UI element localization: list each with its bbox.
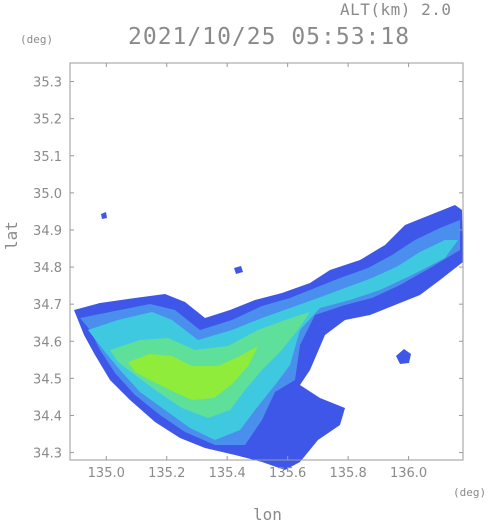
y-tick-label: 34.5 — [33, 372, 62, 387]
altitude-label: ALT(km) 2.0 — [340, 0, 452, 19]
x-tick-label: 135.8 — [330, 466, 367, 481]
x-tick-label: 135.0 — [88, 466, 125, 481]
echo-cell-mid — [234, 266, 243, 274]
echo-cell-east — [396, 349, 411, 364]
echo-high — [128, 346, 258, 400]
plot-frame — [69, 62, 464, 461]
y-tick-label: 34.6 — [33, 335, 62, 350]
y-tick-label: 34.7 — [33, 298, 62, 313]
x-axis-ticks: 135.0 135.2 135.4 135.6 135.8 136.0 — [88, 63, 427, 481]
x-tick-label: 135.2 — [148, 466, 185, 481]
lon-unit-label: (deg) — [453, 486, 487, 499]
y-axis-ticks: 35.3 35.2 35.1 35.0 34.9 34.8 34.7 34.6 34.5 34.4… — [33, 76, 463, 462]
y-tick-label: 35.1 — [33, 150, 62, 165]
x-tick-label: 135.4 — [209, 466, 246, 481]
x-axis-label: lon — [253, 505, 282, 524]
y-tick-label: 34.9 — [33, 224, 62, 239]
y-tick-label: 35.2 — [33, 113, 62, 128]
y-tick-label: 34.8 — [33, 261, 62, 276]
radar-echo-layer — [74, 205, 463, 470]
y-tick-label: 35.3 — [33, 76, 62, 91]
x-tick-label: 135.6 — [269, 466, 306, 481]
y-tick-label: 35.0 — [33, 187, 62, 202]
y-tick-label: 34.4 — [33, 409, 62, 424]
echo-cell-north — [101, 212, 107, 219]
lat-unit-label: (deg) — [20, 33, 54, 46]
echo-mid-high — [110, 312, 310, 418]
y-tick-label: 34.3 — [33, 447, 62, 462]
x-tick-label: 136.0 — [390, 466, 427, 481]
timestamp-title: 2021/10/25 05:53:18 — [128, 24, 411, 50]
